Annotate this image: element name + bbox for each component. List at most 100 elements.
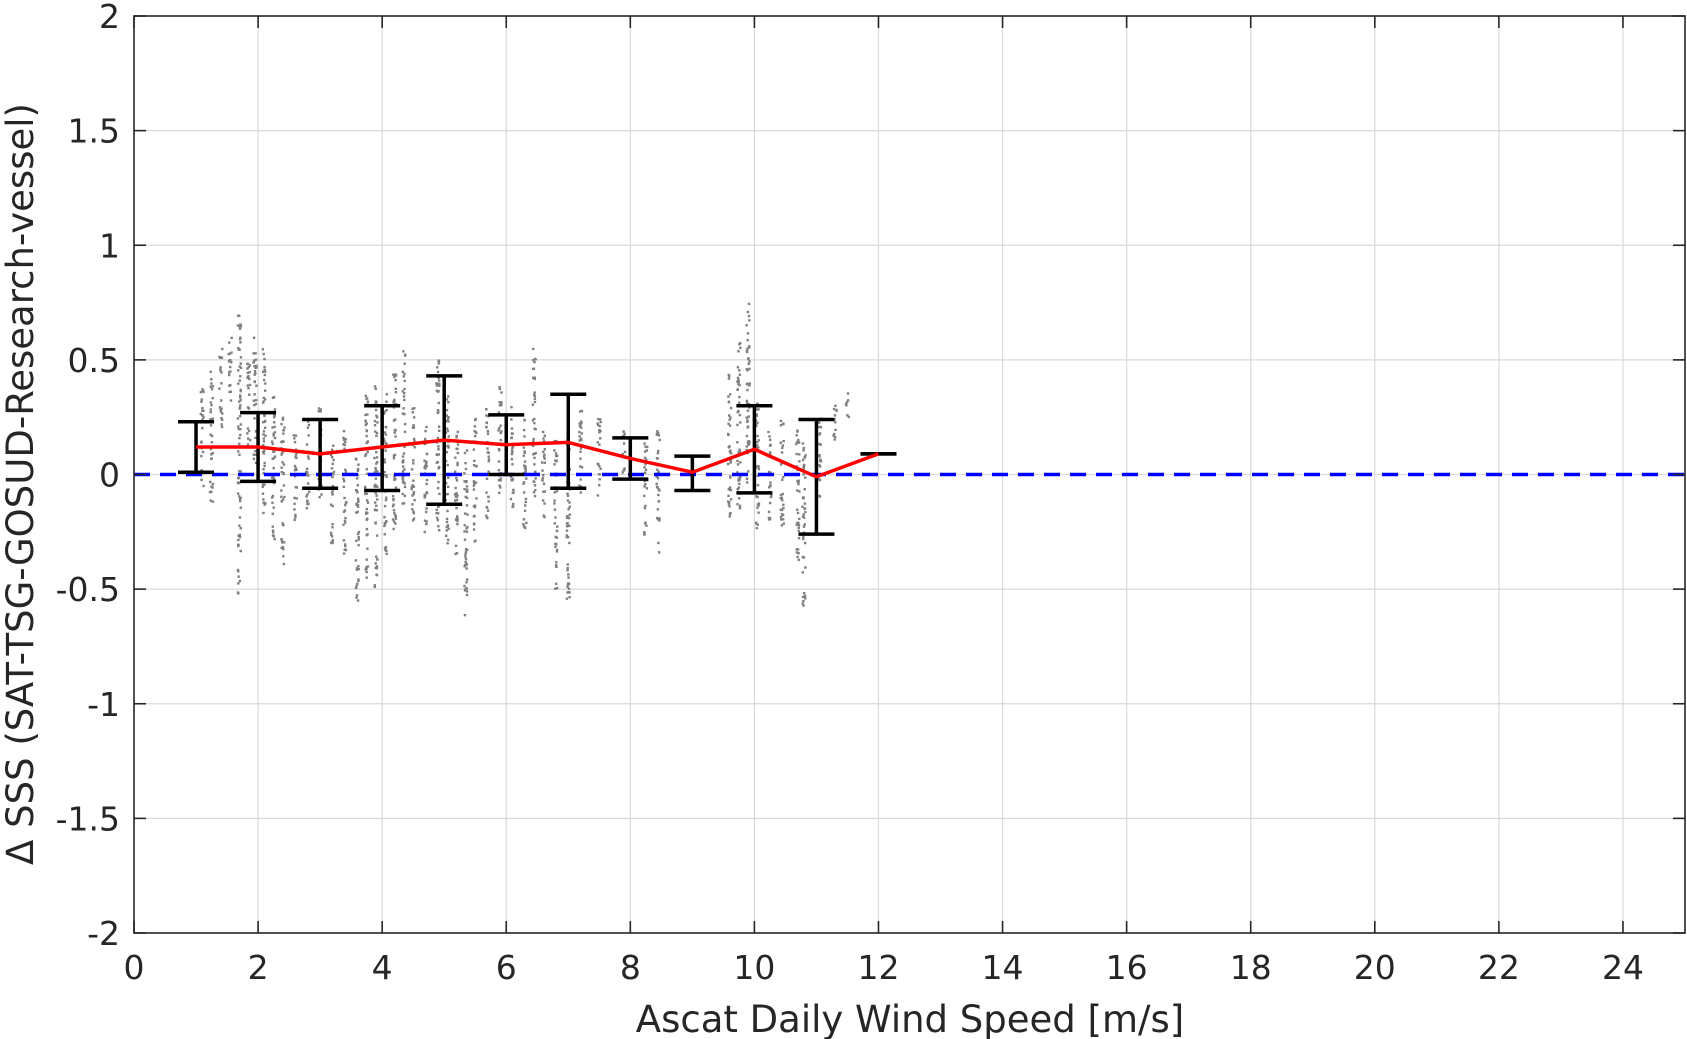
scatter-point: [746, 440, 750, 444]
scatter-point: [541, 469, 544, 472]
scatter-point: [445, 419, 448, 423]
scatter-point: [357, 564, 360, 568]
scatter-point: [781, 518, 785, 521]
scatter-point: [798, 517, 801, 521]
scatter-point: [385, 393, 388, 396]
scatter-point: [438, 429, 441, 432]
scatter-point: [343, 519, 347, 523]
scatter-point: [644, 521, 647, 524]
scatter-point: [355, 567, 359, 570]
scatter-point: [745, 445, 748, 448]
scatter-point: [344, 437, 347, 441]
scatter-point: [355, 568, 359, 571]
scatter-point: [745, 382, 749, 386]
scatter-point: [497, 447, 501, 451]
scatter-point: [306, 502, 309, 506]
scatter-point: [373, 456, 376, 460]
scatter-point: [446, 485, 450, 489]
scatter-point: [437, 360, 441, 364]
scatter-point: [343, 496, 346, 500]
scatter-point: [401, 390, 404, 393]
scatter-point: [411, 411, 414, 414]
scatter-point: [210, 453, 213, 456]
scatter-point: [375, 555, 378, 558]
scatter-point: [199, 412, 203, 416]
scatter-point: [747, 443, 751, 446]
scatter-point: [473, 429, 476, 433]
scatter-point: [239, 428, 242, 431]
scatter-point: [425, 465, 428, 468]
scatter-point: [330, 491, 334, 494]
scatter-point: [748, 367, 751, 371]
scatter-point: [272, 434, 275, 437]
scatter-point: [656, 457, 659, 460]
scatter-point: [239, 394, 242, 397]
scatter-point: [305, 495, 308, 498]
scatter-point: [403, 387, 406, 391]
scatter-point: [556, 525, 559, 528]
scatter-point: [423, 459, 426, 462]
scatter-point: [579, 457, 582, 460]
scatter-point: [394, 435, 397, 438]
scatter-point: [437, 362, 440, 365]
scatter-point: [555, 550, 559, 553]
scatter-point: [486, 429, 490, 433]
scatter-point: [623, 467, 626, 470]
scatter-point: [200, 414, 204, 417]
scatter-point: [374, 430, 377, 433]
scatter-point: [643, 532, 646, 535]
scatter-point: [365, 511, 368, 514]
scatter-point: [246, 443, 250, 446]
scatter-point: [510, 405, 513, 409]
scatter-point: [345, 500, 348, 504]
scatter-point: [454, 518, 458, 522]
scatter-point: [424, 462, 428, 466]
scatter-point: [393, 512, 396, 515]
scatter-point: [254, 402, 258, 406]
scatter-point: [413, 498, 416, 502]
scatter-point: [757, 465, 760, 468]
scatter-point: [357, 543, 360, 547]
scatter-point: [522, 482, 525, 485]
scatter-point: [248, 377, 251, 381]
scatter-point: [444, 431, 448, 434]
scatter-point: [533, 421, 536, 425]
scatter-point: [795, 548, 798, 551]
scatter-point: [597, 417, 600, 421]
scatter-point: [280, 489, 283, 492]
scatter-point: [238, 516, 242, 519]
scatter-point: [263, 464, 266, 468]
y-tick-label: 1: [99, 226, 120, 265]
scatter-point: [280, 466, 283, 469]
scatter-point: [736, 376, 740, 380]
scatter-point: [281, 418, 285, 421]
scatter-point: [227, 373, 231, 377]
scatter-point: [802, 446, 806, 450]
scatter-point: [566, 515, 569, 518]
scatter-point: [344, 516, 347, 520]
scatter-point: [833, 418, 836, 421]
scatter-point: [384, 545, 388, 549]
scatter-point: [373, 423, 377, 427]
scatter-point: [254, 372, 257, 375]
scatter-point: [804, 566, 807, 569]
scatter-point: [317, 407, 321, 410]
scatter-point: [745, 350, 749, 354]
y-tick-label: 2: [99, 0, 120, 36]
scatter-point: [365, 429, 368, 433]
scatter-point: [780, 524, 784, 527]
scatter-point: [364, 485, 367, 489]
scatter-point: [748, 319, 751, 322]
scatter-point: [446, 417, 450, 420]
scatter-point: [263, 461, 266, 465]
scatter-point: [365, 576, 368, 579]
scatter-point: [511, 445, 515, 449]
scatter-point: [332, 473, 335, 476]
scatter-point: [238, 453, 241, 456]
scatter-point: [262, 472, 265, 475]
scatter-point: [271, 529, 275, 532]
scatter-point: [738, 395, 741, 399]
scatter-point: [534, 477, 537, 480]
scatter-point: [374, 466, 377, 470]
y-tick-label: -1.5: [56, 799, 120, 838]
